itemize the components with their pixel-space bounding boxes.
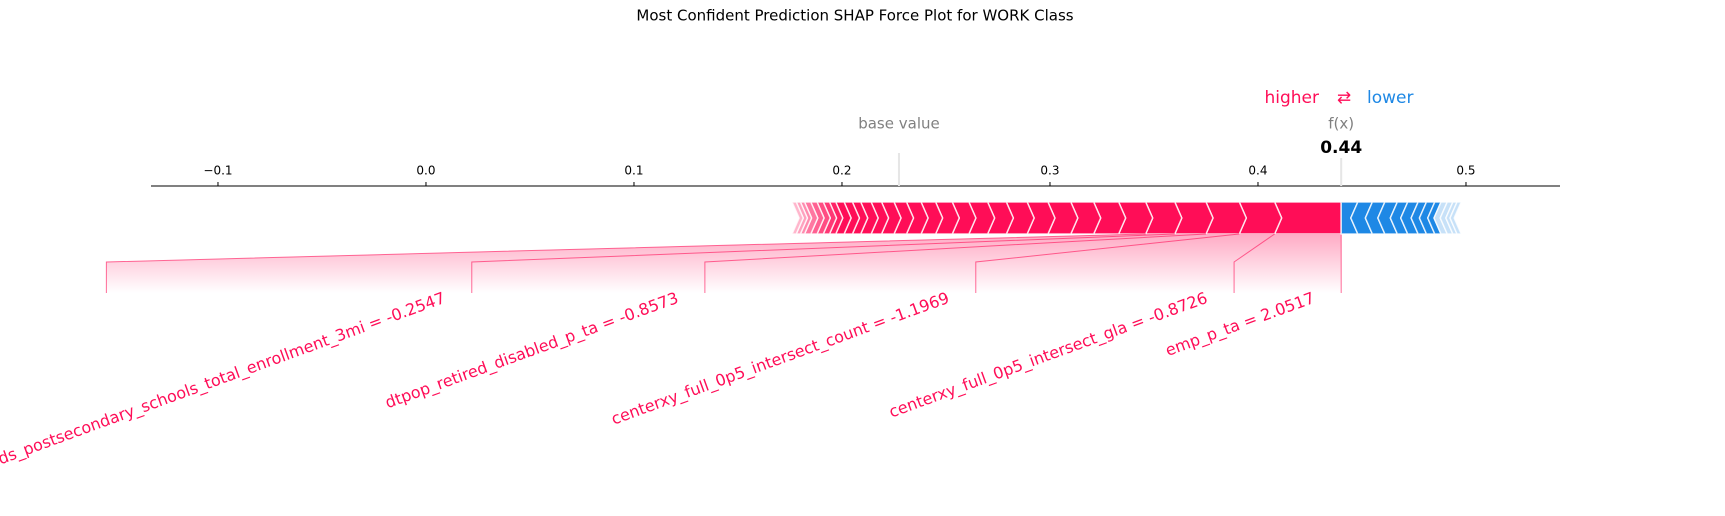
x-tick-label: −0.1	[203, 164, 232, 178]
label-link	[471, 234, 1206, 293]
x-tick-label: 0.5	[1456, 164, 1475, 178]
positive-segment	[790, 201, 805, 235]
negative-segment	[1449, 201, 1463, 235]
x-tick-label: 0.0	[416, 164, 435, 178]
legend-arrow: ⇄	[1337, 88, 1351, 108]
label-link	[1234, 234, 1342, 293]
output-label: f(x)	[1328, 115, 1354, 133]
label-link	[106, 234, 1175, 293]
x-tick-label: 0.1	[624, 164, 643, 178]
legend-lower: lower	[1367, 88, 1413, 108]
x-tick-label: 0.3	[1040, 164, 1059, 178]
feature-label: ipeds_postsecondary_schools_total_enroll…	[0, 288, 448, 477]
label-link	[704, 234, 1240, 293]
positive-segment	[1273, 201, 1342, 235]
output-value: 0.44	[1320, 138, 1362, 158]
base-value-label: base value	[858, 115, 940, 133]
label-link	[975, 234, 1275, 293]
chart-title: Most Confident Prediction SHAP Force Plo…	[636, 7, 1073, 25]
x-tick-label: 0.2	[832, 164, 851, 178]
label-connector	[105, 233, 1146, 293]
legend-higher: higher	[1264, 88, 1319, 108]
x-tick-label: 0.4	[1248, 164, 1267, 178]
